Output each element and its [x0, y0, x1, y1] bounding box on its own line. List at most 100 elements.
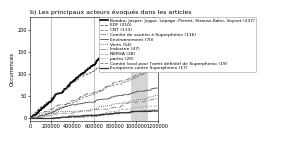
parlés (20): [138, 111, 142, 112]
Environnement (70): [138, 90, 142, 92]
Environnement (70): [106, 98, 109, 100]
Comité de soutien à Superphénix (116): [28, 118, 32, 119]
CNT (113): [106, 86, 109, 88]
parlés (20): [28, 118, 32, 119]
Bar: [144, 17, 145, 121]
Environnement (70): [110, 96, 113, 98]
Bondra, Jasper, Juppe, Lepage, Pierret, Strauss-Kahn, Voynet (237): [156, 13, 159, 15]
Comité de soutien à Superphénix (116): [36, 113, 40, 115]
Bondra, Jasper, Juppe, Lepage, Pierret, Strauss-Kahn, Voynet (237): [125, 40, 128, 42]
Bondra, Jasper, Juppe, Lepage, Pierret, Strauss-Kahn, Voynet (237): [28, 118, 32, 119]
Européens contre Superphénix (17): [125, 112, 128, 114]
Européens contre Superphénix (17): [138, 111, 142, 112]
Line: parlés (20): parlés (20): [30, 110, 158, 118]
NERSA (28): [106, 111, 109, 113]
Bondra, Jasper, Juppe, Lepage, Pierret, Strauss-Kahn, Voynet (237): [36, 112, 40, 114]
Bondra, Jasper, Juppe, Lepage, Pierret, Strauss-Kahn, Voynet (237): [155, 13, 159, 15]
Bondra, Jasper, Juppe, Lepage, Pierret, Strauss-Kahn, Voynet (237): [138, 29, 142, 31]
NERSA (28): [156, 105, 159, 107]
Bar: [137, 17, 138, 121]
Industrie (47): [102, 108, 106, 110]
Comité local pour l'arrêt définitif de Superphénix (19): [138, 110, 142, 112]
CNT (113): [36, 115, 40, 117]
EDF (210): [110, 59, 113, 60]
NERSA (28): [125, 108, 128, 110]
Industrie (47): [110, 107, 113, 109]
Verts (54): [28, 118, 32, 119]
Environnement (70): [153, 87, 156, 89]
Industrie (47): [156, 97, 159, 99]
NERSA (28): [138, 106, 142, 108]
parlés (20): [102, 114, 106, 116]
Line: Environnement (70): Environnement (70): [30, 88, 158, 118]
EDF (210): [102, 64, 106, 66]
EDF (210): [36, 109, 40, 110]
Verts (54): [110, 104, 113, 106]
Européens contre Superphénix (17): [156, 110, 159, 112]
CNT (113): [102, 87, 106, 89]
Comité de soutien à Superphénix (116): [138, 74, 142, 75]
EDF (210): [106, 61, 109, 63]
CNT (113): [138, 73, 142, 75]
CNT (113): [156, 68, 159, 70]
Industrie (47): [28, 118, 32, 119]
Comité de soutien à Superphénix (116): [110, 84, 113, 86]
Industrie (47): [154, 97, 158, 99]
Verts (54): [102, 105, 106, 107]
CNT (113): [28, 118, 32, 119]
Comité local pour l'arrêt définitif de Superphénix (19): [110, 113, 113, 115]
EDF (210): [125, 47, 128, 49]
Environnement (70): [28, 118, 32, 119]
Bar: [133, 17, 134, 121]
Verts (54): [138, 99, 142, 100]
NERSA (28): [36, 118, 40, 119]
Legend: Bondra, Jasper, Juppe, Lepage, Pierret, Strauss-Kahn, Voynet (237), EDF (210), C: Bondra, Jasper, Juppe, Lepage, Pierret, …: [99, 17, 256, 72]
parlés (20): [106, 114, 109, 116]
Européens contre Superphénix (17): [106, 113, 109, 115]
CNT (113): [125, 81, 128, 82]
Bondra, Jasper, Juppe, Lepage, Pierret, Strauss-Kahn, Voynet (237): [106, 52, 109, 53]
NERSA (28): [102, 112, 106, 114]
Line: CNT (113): CNT (113): [30, 69, 158, 118]
Bondra, Jasper, Juppe, Lepage, Pierret, Strauss-Kahn, Voynet (237): [110, 49, 113, 51]
Y-axis label: Occurrences: Occurrences: [9, 52, 14, 86]
Bar: [131, 17, 132, 121]
Verts (54): [36, 117, 40, 119]
Comité de soutien à Superphénix (116): [106, 86, 109, 88]
Comité local pour l'arrêt définitif de Superphénix (19): [149, 109, 153, 111]
EDF (210): [155, 25, 159, 27]
Européens contre Superphénix (17): [110, 113, 113, 114]
Européens contre Superphénix (17): [149, 110, 153, 112]
Environnement (70): [102, 98, 106, 100]
parlés (20): [125, 112, 128, 114]
Environnement (70): [156, 87, 159, 89]
Industrie (47): [125, 103, 128, 104]
Line: Bondra, Jasper, Juppe, Lepage, Pierret, Strauss-Kahn, Voynet (237): Bondra, Jasper, Juppe, Lepage, Pierret, …: [30, 14, 158, 118]
Industrie (47): [106, 108, 109, 110]
Environnement (70): [125, 94, 128, 96]
EDF (210): [156, 25, 159, 27]
Comité local pour l'arrêt définitif de Superphénix (19): [156, 109, 159, 111]
parlés (20): [151, 109, 155, 110]
Industrie (47): [138, 101, 142, 103]
Comité local pour l'arrêt définitif de Superphénix (19): [106, 114, 109, 115]
Européens contre Superphénix (17): [28, 118, 32, 119]
CNT (113): [110, 85, 113, 87]
NERSA (28): [28, 118, 32, 119]
Text: b) Les principaux acteurs évoqués dans les articles: b) Les principaux acteurs évoqués dans l…: [30, 10, 191, 15]
parlés (20): [156, 109, 159, 110]
Line: Européens contre Superphénix (17): Européens contre Superphénix (17): [30, 111, 158, 118]
Comité de soutien à Superphénix (116): [156, 67, 159, 69]
Européens contre Superphénix (17): [102, 114, 106, 115]
Comité de soutien à Superphénix (116): [125, 79, 128, 81]
Comité local pour l'arrêt définitif de Superphénix (19): [28, 118, 32, 119]
NERSA (28): [110, 111, 113, 113]
Line: Comité de soutien à Superphénix (116): Comité de soutien à Superphénix (116): [30, 68, 158, 118]
Comité de soutien à Superphénix (116): [102, 89, 106, 91]
Industrie (47): [36, 117, 40, 118]
Line: EDF (210): EDF (210): [30, 26, 158, 118]
Comité local pour l'arrêt définitif de Superphénix (19): [36, 118, 40, 119]
Comité local pour l'arrêt définitif de Superphénix (19): [102, 114, 106, 115]
parlés (20): [36, 118, 40, 119]
EDF (210): [138, 38, 142, 39]
